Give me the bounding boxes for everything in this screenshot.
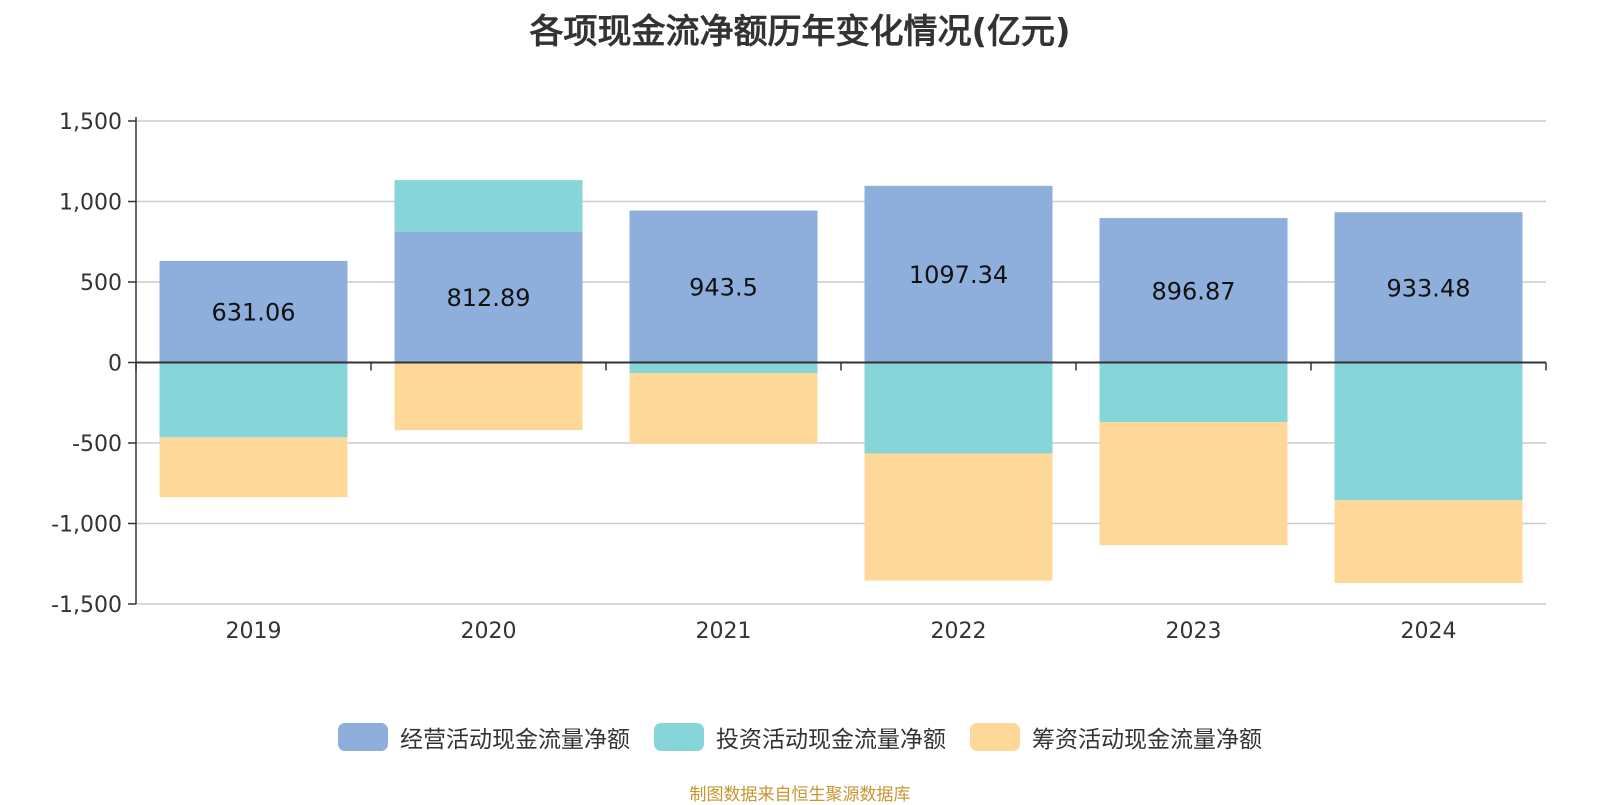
data-label-operating-2020: 812.89 [447, 284, 531, 312]
data-label-operating-2022: 1097.34 [909, 261, 1008, 289]
bar-financing-2020 [394, 362, 583, 431]
x-tick-label: 2024 [1401, 619, 1457, 644]
legend-label-operating: 经营活动现金流量净额 [400, 727, 630, 753]
legend-item-operating[interactable]: 经营活动现金流量净额 [338, 720, 630, 754]
bar-operating-2021 [629, 210, 818, 363]
bar-investing-2019 [159, 362, 348, 438]
data-label-operating-2019: 631.06 [212, 299, 296, 327]
bar-investing-2022 [864, 362, 1053, 454]
legend-swatch-investing [654, 723, 704, 751]
bar-operating-2020 [394, 231, 583, 363]
y-tick-label: 500 [80, 271, 122, 296]
y-tick-label: -500 [72, 432, 122, 457]
labels: 1,500 1,000 500 0 -500 -1,000 -1,500 631.06 2019… [51, 110, 1470, 644]
legend-label-investing: 投资活动现金流量净额 [716, 727, 946, 753]
x-tick-label: 2019 [226, 619, 282, 644]
bar-operating-2023 [1099, 218, 1288, 363]
bar-investing-2021 [629, 362, 818, 373]
axes [128, 117, 1547, 605]
bar-investing-2020 [394, 180, 583, 232]
y-tick-label: -1,000 [51, 513, 122, 538]
y-tick-label: -1,500 [51, 593, 122, 618]
chart-title: 各项现金流净额历年变化情况(亿元) [529, 12, 1071, 52]
y-tick-label: 0 [108, 352, 122, 377]
bar-operating-2024 [1334, 212, 1523, 363]
legend-item-financing[interactable]: 筹资活动现金流量净额 [970, 720, 1262, 754]
bar-operating-2022 [864, 185, 1053, 363]
bar-financing-2023 [1099, 422, 1288, 546]
x-tick-label: 2022 [931, 619, 987, 644]
bars [159, 180, 1523, 584]
data-source: 制图数据来自恒生聚源数据库 [689, 785, 911, 805]
bar-financing-2019 [159, 437, 348, 498]
x-tick-label: 2020 [461, 619, 517, 644]
legend-item-investing[interactable]: 投资活动现金流量净额 [654, 720, 946, 754]
grid-lines [136, 120, 1546, 605]
bar-investing-2023 [1099, 362, 1288, 423]
bar-financing-2021 [629, 372, 818, 444]
bar-investing-2024 [1334, 362, 1523, 501]
data-label-operating-2024: 933.48 [1387, 274, 1471, 302]
x-tick-label: 2021 [696, 619, 752, 644]
bar-financing-2022 [864, 453, 1053, 581]
bar-financing-2024 [1334, 500, 1523, 584]
legend-swatch-operating [338, 723, 388, 751]
y-tick-label: 1,000 [59, 191, 122, 216]
stacked-bar-chart: 1,500 1,000 500 0 -500 -1,000 -1,500 631.06 2019… [51, 110, 1547, 644]
legend: 经营活动现金流量净额 投资活动现金流量净额 筹资活动现金流量净额 [0, 720, 1600, 754]
data-label-operating-2023: 896.87 [1152, 277, 1236, 305]
data-label-operating-2021: 943.5 [689, 274, 758, 302]
x-tick-label: 2023 [1166, 619, 1222, 644]
y-tick-label: 1,500 [59, 110, 122, 135]
legend-label-financing: 筹资活动现金流量净额 [1032, 727, 1262, 753]
bar-operating-2019 [159, 260, 348, 363]
legend-swatch-financing [970, 723, 1020, 751]
